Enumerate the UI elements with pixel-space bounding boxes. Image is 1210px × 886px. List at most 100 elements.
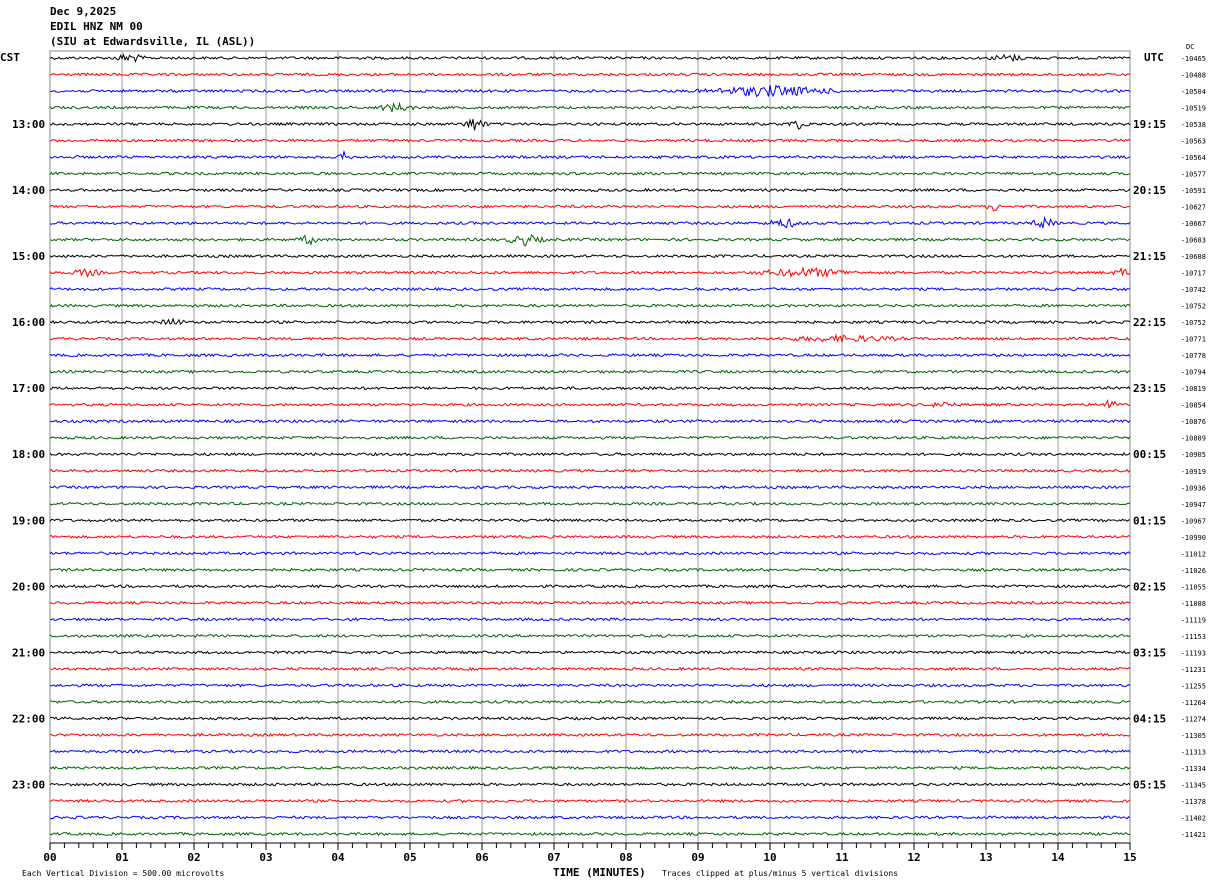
dc-offset-label: -11193 [1181,649,1206,657]
seismic-trace [49,732,1131,738]
dc-offset-label: -10876 [1181,418,1206,426]
seismic-trace [49,815,1131,820]
x-tick-label: 07 [547,851,560,864]
seismic-trace [49,534,1131,539]
seismic-trace [49,567,1131,573]
x-tick-label: 11 [835,851,849,864]
dc-offset-label: -10577 [1181,171,1206,179]
dc-offset-label: -10936 [1181,484,1206,492]
seismic-trace [49,317,1131,326]
x-tick-label: 02 [187,851,200,864]
x-tick-label: 04 [331,851,345,864]
dc-offset-label: -11334 [1181,765,1206,773]
seismic-trace [49,398,1131,409]
dc-offset-label: -11088 [1181,600,1206,608]
seismic-trace [49,584,1130,589]
dc-offset-label: -10967 [1181,517,1206,525]
utc-hour-label: 19:15 [1133,118,1166,131]
seismic-trace [49,485,1131,490]
seismic-trace [49,831,1131,837]
seismic-trace [49,765,1131,771]
dc-offset-label: -10564 [1181,154,1206,162]
dc-offset-label: -11313 [1181,748,1206,756]
seismic-trace [49,782,1131,787]
x-tick-label: 10 [763,851,776,864]
seismic-trace [49,266,1131,279]
dc-offset-label: -10563 [1181,138,1206,146]
dc-offset-label: -10990 [1181,534,1206,542]
station-label: EDIL HNZ NM 00 [50,20,143,33]
dc-offset-label: -11274 [1181,715,1206,723]
dc-offset-label: -11305 [1181,732,1206,740]
plot-frame [49,50,1131,844]
cst-hour-label: 19:00 [12,514,45,527]
dc-offset-label: -10683 [1181,237,1206,245]
dc-offset-label: -10717 [1181,270,1206,278]
location-label: (SIU at Edwardsville, IL (ASL)) [50,35,256,48]
x-tick-label: 05 [403,851,416,864]
utc-hour-label: 21:15 [1133,250,1166,263]
x-tick-label: 03 [259,851,272,864]
seismic-trace [49,798,1131,804]
seismic-trace [49,204,1131,212]
dc-offset-label: -10627 [1181,204,1206,212]
dc-offset-label: -10778 [1181,352,1206,360]
seismic-trace [49,650,1131,655]
dc-offset-label: -11119 [1181,616,1206,624]
seismic-trace [49,666,1131,672]
dc-offset-label: -10752 [1181,319,1206,327]
cst-hour-label: 13:00 [12,118,45,131]
dc-offset-label: -10488 [1181,72,1206,80]
dc-offset-label: -10504 [1181,88,1206,96]
dc-offset-label: -11421 [1181,831,1206,839]
x-tick-label: 12 [907,851,920,864]
seismic-trace [49,333,1131,343]
dc-offset-label: -10947 [1181,501,1206,509]
x-axis-title: TIME (MINUTES) [553,866,646,879]
dc-offset-label: -11402 [1181,814,1206,822]
utc-hour-label: 22:15 [1133,316,1166,329]
x-tick-label: 14 [1051,851,1065,864]
dc-offset-label: -11231 [1181,666,1206,674]
seismic-trace [49,233,1131,247]
utc-hour-label: 01:15 [1133,514,1166,527]
dc-label: DC [1186,43,1194,51]
x-tick-label: 00 [43,851,56,864]
x-tick-label: 13 [979,851,992,864]
seismic-trace [49,551,1131,556]
dc-offset-label: -11026 [1181,567,1206,575]
seismic-trace [49,138,1131,143]
x-tick-label: 15 [1123,851,1136,864]
dc-offset-label: -11345 [1181,781,1206,789]
seismic-trace [49,215,1131,229]
utc-hour-label: 04:15 [1133,712,1166,725]
x-tick-label: 09 [691,851,704,864]
dc-offset-label: -10771 [1181,336,1206,344]
scale-note: Each Vertical Division = 500.00 microvol… [22,869,224,878]
dc-offset-label: -11153 [1181,633,1206,641]
utc-hour-label: 03:15 [1133,646,1166,659]
dc-offset-label: -11055 [1181,583,1206,591]
dc-offset-label: -10742 [1181,286,1206,294]
seismic-trace [49,501,1131,506]
dc-offset-label: -10538 [1181,121,1206,129]
cst-hour-label: 22:00 [12,712,45,725]
cst-hour-label: 20:00 [12,580,45,593]
seismic-trace [49,386,1131,391]
dc-offset-label: -11255 [1181,682,1206,690]
dc-offset-label: -10905 [1181,451,1206,459]
dc-offset-label: -10919 [1181,468,1206,476]
x-tick-label: 01 [115,851,129,864]
cst-hour-label: 16:00 [12,316,45,329]
cst-hour-label: 14:00 [12,184,45,197]
cst-hour-label: 18:00 [12,448,45,461]
utc-hour-label: 00:15 [1133,448,1166,461]
seismic-trace [50,699,1131,704]
dc-offset-label: -10889 [1181,435,1206,443]
seismic-trace [49,633,1131,638]
dc-offset-label: -11012 [1181,550,1206,558]
dc-offset-label: -10591 [1181,187,1206,195]
dc-offset-label: -10819 [1181,385,1206,393]
seismic-trace [49,253,1131,259]
